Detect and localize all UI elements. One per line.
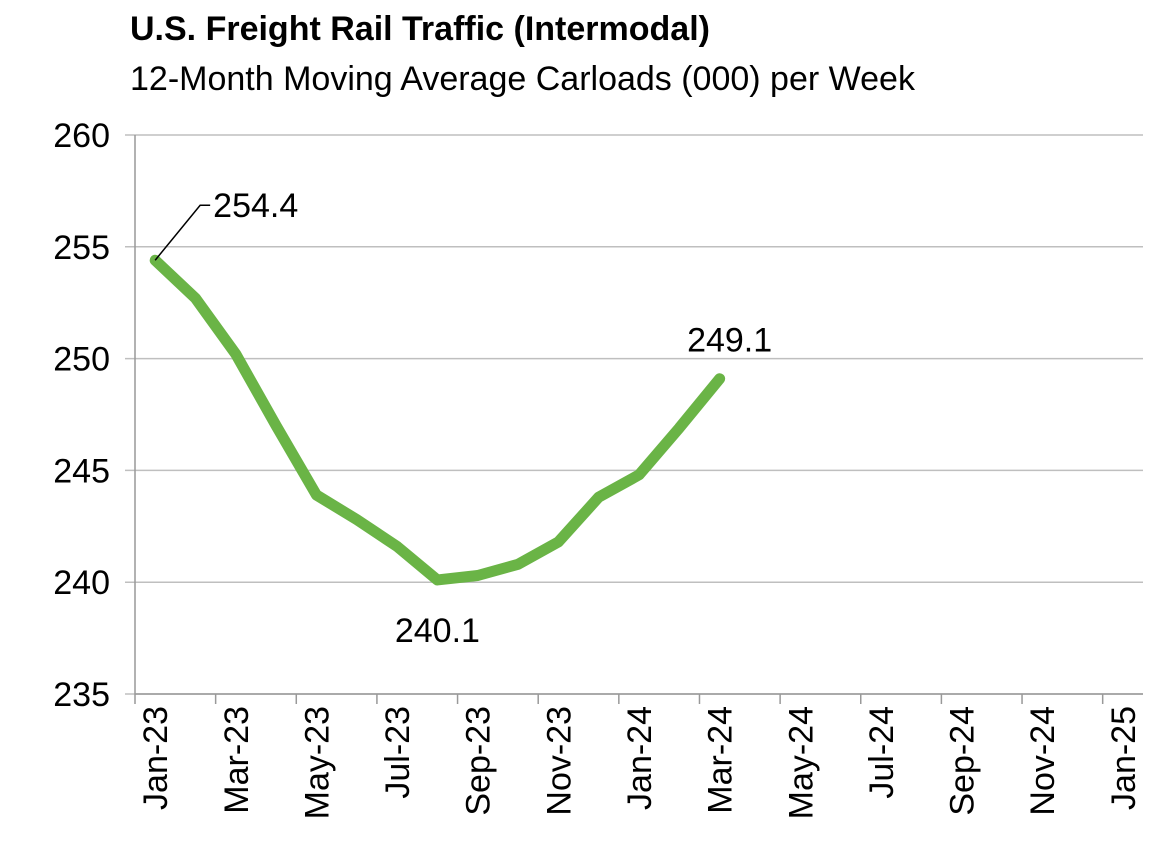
data-line [149, 254, 726, 586]
x-tick-label: Mar-24 [702, 706, 740, 814]
chart-title: U.S. Freight Rail Traffic (Intermodal) [130, 10, 710, 48]
x-tick-label: Nov-23 [540, 706, 578, 816]
x-tick-label: Mar-23 [218, 706, 256, 814]
y-tick-label: 255 [53, 229, 110, 267]
x-tick-label: Nov-24 [1024, 706, 1062, 816]
data-label: 249.1 [687, 322, 772, 360]
x-tick-label: May-23 [298, 706, 336, 819]
x-tick-label: Sep-24 [944, 706, 982, 816]
data-label: 254.4 [213, 187, 298, 225]
chart-subtitle: 12-Month Moving Average Carloads (000) p… [130, 60, 916, 98]
y-tick-label: 250 [53, 341, 110, 379]
x-tick-label: Jan-25 [1105, 706, 1143, 810]
x-tick-label: May-24 [782, 706, 820, 819]
y-tick-label: 235 [53, 676, 110, 714]
data-label: 240.1 [395, 612, 480, 650]
x-tick-label: Jan-24 [621, 706, 659, 810]
y-tick-label: 245 [53, 452, 110, 490]
leader-line [154, 204, 211, 261]
y-tick-label: 260 [53, 117, 110, 155]
y-tick-label: 240 [53, 564, 110, 602]
x-tick-label: Jul-23 [379, 706, 417, 799]
x-tick-label: Jan-23 [137, 706, 175, 810]
x-tick-label: Sep-23 [460, 706, 498, 816]
x-tick-label: Jul-24 [863, 706, 901, 799]
